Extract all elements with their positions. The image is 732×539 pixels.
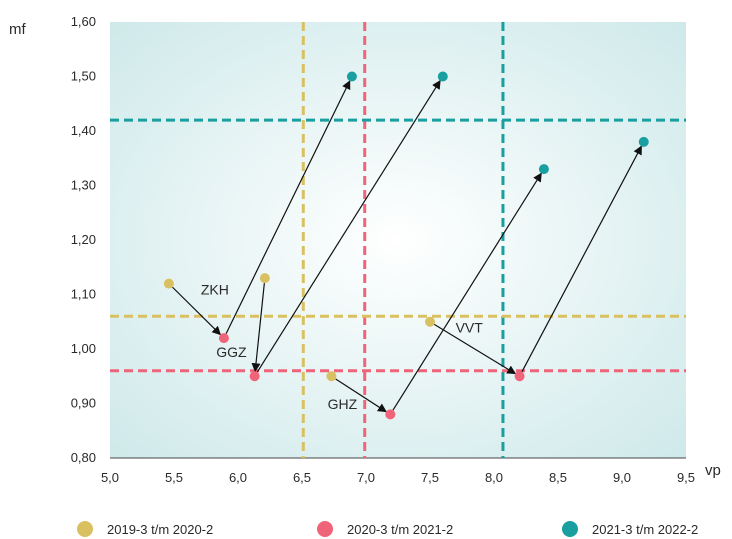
data-point — [385, 409, 396, 420]
x-axis-title: vp — [705, 462, 721, 479]
point-label: GGZ — [216, 344, 247, 360]
legend-label: 2021-3 t/m 2022-2 — [592, 522, 698, 537]
transition-arrow — [521, 145, 642, 373]
point-annotations: ZKH GGZ GHZ VVT — [201, 282, 483, 412]
y-tick-label: 0,90 — [71, 396, 96, 411]
reference-lines — [110, 22, 686, 458]
y-tick-label: 1,20 — [71, 232, 96, 247]
legend-label: 2020-3 t/m 2021-2 — [347, 522, 453, 537]
transition-arrow — [251, 283, 265, 373]
transition-arrow — [172, 286, 222, 336]
data-point — [638, 136, 649, 147]
transition-arrow — [392, 172, 542, 411]
x-tick-label: 9,5 — [677, 470, 695, 485]
y-tick-label: 0,80 — [71, 450, 96, 465]
point-label: ZKH — [201, 282, 229, 298]
transition-arrow — [256, 79, 441, 373]
data-point — [163, 278, 174, 289]
legend-marker — [317, 521, 333, 537]
legend-marker — [77, 521, 93, 537]
point-label: GHZ — [328, 396, 358, 412]
data-point — [437, 71, 448, 82]
data-points — [163, 71, 649, 420]
x-tick-label: 6,0 — [229, 470, 247, 485]
y-axis-title: mf — [9, 21, 26, 38]
data-point — [514, 371, 525, 382]
x-tick-label: 9,0 — [613, 470, 631, 485]
data-point — [425, 316, 435, 327]
transition-arrow — [225, 80, 351, 334]
y-tick-label: 1,00 — [71, 341, 96, 356]
data-point — [218, 333, 229, 344]
y-tick-label: 1,40 — [71, 123, 96, 138]
legend-marker — [562, 521, 578, 537]
data-point — [259, 273, 270, 284]
y-tick-label: 1,10 — [71, 287, 96, 302]
data-point — [346, 71, 357, 82]
x-tick-label: 6,5 — [293, 470, 311, 485]
transition-arrow — [433, 323, 517, 375]
transition-arrow — [335, 378, 387, 413]
data-point — [538, 164, 549, 175]
data-point — [326, 371, 337, 382]
x-tick-label: 7,5 — [421, 470, 439, 485]
y-tick-label: 1,30 — [71, 178, 96, 193]
x-tick-label: 8,0 — [485, 470, 503, 485]
x-tick-labels: 5,0 5,5 6,0 6,5 7,0 7,5 8,0 8,5 9,0 9,5 — [101, 470, 695, 485]
legend-label: 2019-3 t/m 2020-2 — [107, 522, 213, 537]
x-tick-label: 5,0 — [101, 470, 119, 485]
data-point — [249, 371, 260, 382]
plot-area — [110, 22, 686, 458]
x-tick-label: 8,5 — [549, 470, 567, 485]
point-label: VVT — [456, 320, 484, 336]
y-tick-label: 1,50 — [71, 69, 96, 84]
arrows — [172, 79, 642, 413]
y-tick-label: 1,60 — [71, 14, 96, 29]
x-tick-label: 5,5 — [165, 470, 183, 485]
x-tick-label: 7,0 — [357, 470, 375, 485]
y-tick-labels: 0,80 0,90 1,00 1,10 1,20 1,30 1,40 1,50 1,60 — [71, 14, 96, 465]
legend: 2019-3 t/m 2020-2 2020-3 t/m 2021-2 2021-3… — [77, 521, 698, 537]
